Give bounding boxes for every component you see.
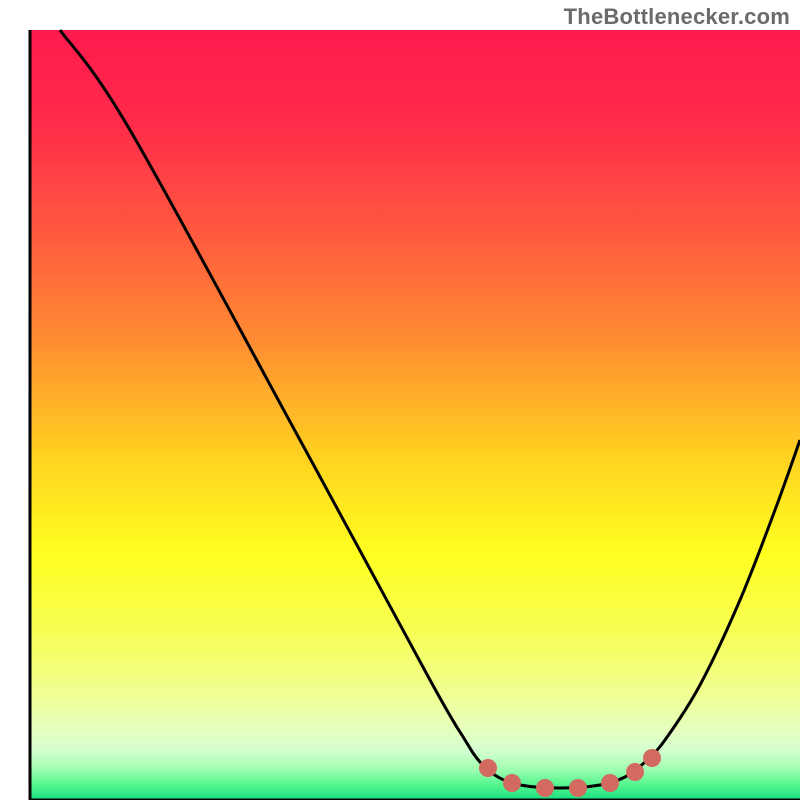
optimal-marker [569,779,587,797]
optimal-marker [536,779,554,797]
plot-background [30,30,800,800]
optimal-marker [503,774,521,792]
bottleneck-chart [0,0,800,800]
optimal-marker [601,774,619,792]
optimal-marker [643,749,661,767]
chart-container: TheBottlenecker.com [0,0,800,800]
optimal-marker [626,763,644,781]
watermark-text: TheBottlenecker.com [564,4,790,30]
optimal-marker [479,759,497,777]
